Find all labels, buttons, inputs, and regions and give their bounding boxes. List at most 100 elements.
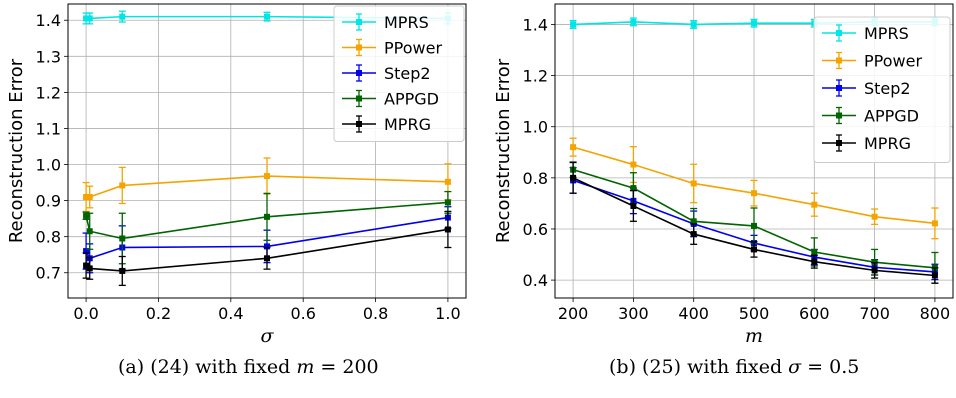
legend-box: [813, 16, 951, 163]
data-point: [264, 173, 270, 180]
y-axis-label: Reconstruction Error: [6, 58, 27, 243]
data-point: [690, 218, 697, 225]
legend-label-MPRS: MPRS: [384, 13, 429, 32]
y-tick-label: 0.7: [36, 264, 61, 283]
data-point: [83, 193, 90, 200]
y-tick-label: 1.4: [36, 11, 61, 30]
legend-label-APPGD: APPGD: [864, 107, 919, 126]
data-point: [264, 13, 270, 20]
data-point: [931, 272, 938, 279]
data-point: [690, 231, 697, 238]
data-point: [751, 222, 757, 229]
legend-marker: [356, 121, 362, 127]
x-tick-label: 800: [920, 304, 951, 323]
x-tick-label: 200: [558, 304, 589, 323]
y-tick-label: 0.9: [36, 192, 61, 211]
x-axis-label: m: [745, 325, 763, 347]
x-tick-label: 0.4: [218, 304, 243, 323]
data-point: [751, 246, 757, 253]
data-point: [811, 248, 818, 255]
y-tick-label: 0.8: [36, 228, 61, 247]
data-point: [86, 228, 93, 235]
data-point: [751, 20, 757, 27]
y-tick-label: 0.6: [523, 220, 548, 239]
data-point: [630, 185, 637, 192]
legend-marker: [836, 85, 842, 91]
data-point: [264, 255, 270, 262]
data-point: [630, 202, 637, 209]
chart-panel-0: 0.0 0.2 0.4 0.6 0.8 1.0 0.7 0.8 0.9 1.0 1.1 1.2 1.3 1…: [6, 3, 467, 347]
legend-marker: [836, 140, 842, 146]
data-point: [444, 178, 451, 185]
data-point: [630, 161, 637, 168]
data-point: [444, 199, 451, 206]
data-point: [86, 265, 93, 272]
caption-right-prefix: (b) (25) with fixed: [609, 356, 789, 378]
y-tick-label: 1.3: [36, 47, 61, 66]
legend-label-MPRG: MPRG: [864, 134, 911, 153]
y-tick-label: 1.2: [36, 83, 61, 102]
legend-label-MPRG: MPRG: [384, 115, 431, 134]
x-tick-label: 400: [678, 304, 709, 323]
data-point: [444, 226, 451, 233]
y-axis-label: Reconstruction Error: [493, 58, 514, 243]
legend-label-Step2: Step2: [384, 64, 431, 83]
x-axis-label: σ: [261, 325, 275, 347]
data-point: [570, 174, 577, 181]
legend-marker: [356, 19, 362, 25]
x-tick-label: 0.6: [290, 304, 315, 323]
data-point: [264, 243, 270, 250]
x-tick-label: 600: [799, 304, 830, 323]
data-point: [83, 248, 90, 255]
caption-left: (a) (24) with fixed m = 200: [118, 356, 379, 378]
y-tick-label: 1.2: [523, 67, 548, 86]
legend-label-MPRS: MPRS: [864, 24, 909, 43]
data-point: [119, 235, 126, 242]
legend-label-PPower: PPower: [384, 39, 442, 58]
plot-frame: [554, 3, 954, 299]
legend-marker: [356, 70, 362, 76]
data-point: [86, 15, 93, 22]
y-tick-label: 1.4: [523, 15, 548, 34]
legend-marker: [836, 112, 842, 119]
y-tick-label: 1.0: [523, 118, 548, 137]
x-tick-label: 1.0: [435, 304, 460, 323]
data-point: [811, 258, 818, 265]
plot-frame: [67, 3, 467, 299]
legend-marker: [836, 57, 842, 64]
data-point: [264, 213, 270, 220]
data-point: [119, 182, 126, 189]
legend-marker: [356, 95, 362, 102]
legend-label-Step2: Step2: [864, 79, 911, 98]
legend-label-PPower: PPower: [864, 52, 922, 71]
x-tick-label: 300: [618, 304, 649, 323]
caption-right-value: = 0.5: [801, 356, 860, 378]
y-tick-label: 1.1: [36, 119, 61, 138]
x-tick-label: 0.8: [363, 304, 388, 323]
y-tick-label: 0.4: [523, 271, 548, 290]
x-tick-label: 0.0: [73, 304, 98, 323]
y-tick-label: 1.0: [36, 156, 61, 175]
data-point: [690, 180, 697, 187]
data-point: [83, 212, 90, 219]
legend-label-APPGD: APPGD: [384, 90, 439, 109]
data-point: [690, 21, 697, 28]
data-point: [811, 201, 818, 208]
data-point: [570, 144, 577, 151]
legend-marker: [356, 44, 362, 51]
data-point: [119, 267, 126, 274]
data-point: [751, 190, 757, 197]
data-point: [931, 220, 938, 227]
legend-box: [333, 5, 465, 142]
chart-panel-1: 200 300 400 500 600 700 800 0.4 0.6 0.8 1.0 1.2 1.4 M…: [493, 3, 954, 347]
data-point: [871, 267, 878, 274]
caption-left-variable: m: [296, 356, 315, 378]
caption-right: (b) (25) with fixed σ = 0.5: [609, 356, 859, 378]
x-tick-label: 0.2: [146, 304, 171, 323]
x-tick-label: 700: [859, 304, 890, 323]
data-point: [871, 213, 878, 220]
data-point: [83, 262, 90, 269]
caption-left-prefix: (a) (24) with fixed: [118, 356, 297, 378]
data-point: [570, 21, 577, 28]
